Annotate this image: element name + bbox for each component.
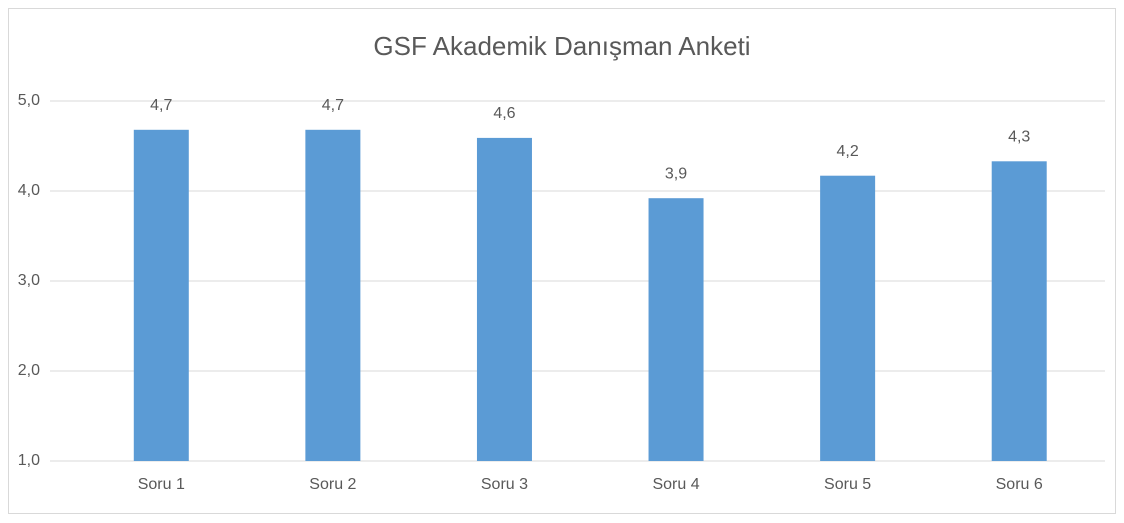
bar [820, 175, 876, 461]
x-tick-label: Soru 3 [481, 476, 528, 493]
y-tick-label: 2,0 [18, 362, 40, 379]
x-tick-label: Soru 1 [138, 476, 185, 493]
x-tick-label: Soru 6 [996, 476, 1043, 493]
y-tick-label: 3,0 [18, 272, 40, 289]
bar [648, 198, 704, 461]
chart-border [8, 8, 1116, 514]
y-tick-label: 5,0 [18, 92, 40, 109]
bar [991, 161, 1047, 462]
x-tick-label: Soru 5 [824, 476, 871, 493]
data-label: 4,6 [493, 105, 515, 122]
y-tick-label: 1,0 [18, 452, 40, 469]
bar [133, 129, 189, 462]
data-label: 3,9 [665, 165, 687, 182]
x-tick-label: Soru 2 [309, 476, 356, 493]
x-tick-label: Soru 4 [652, 476, 699, 493]
y-tick-label: 4,0 [18, 182, 40, 199]
bar [476, 137, 532, 461]
data-label: 4,7 [150, 97, 172, 114]
data-label: 4,3 [1008, 129, 1030, 146]
data-label: 4,2 [837, 143, 859, 160]
bar [305, 129, 361, 462]
data-label: 4,7 [322, 97, 344, 114]
chart-title: GSF Akademik Danışman Anketi [373, 31, 750, 61]
